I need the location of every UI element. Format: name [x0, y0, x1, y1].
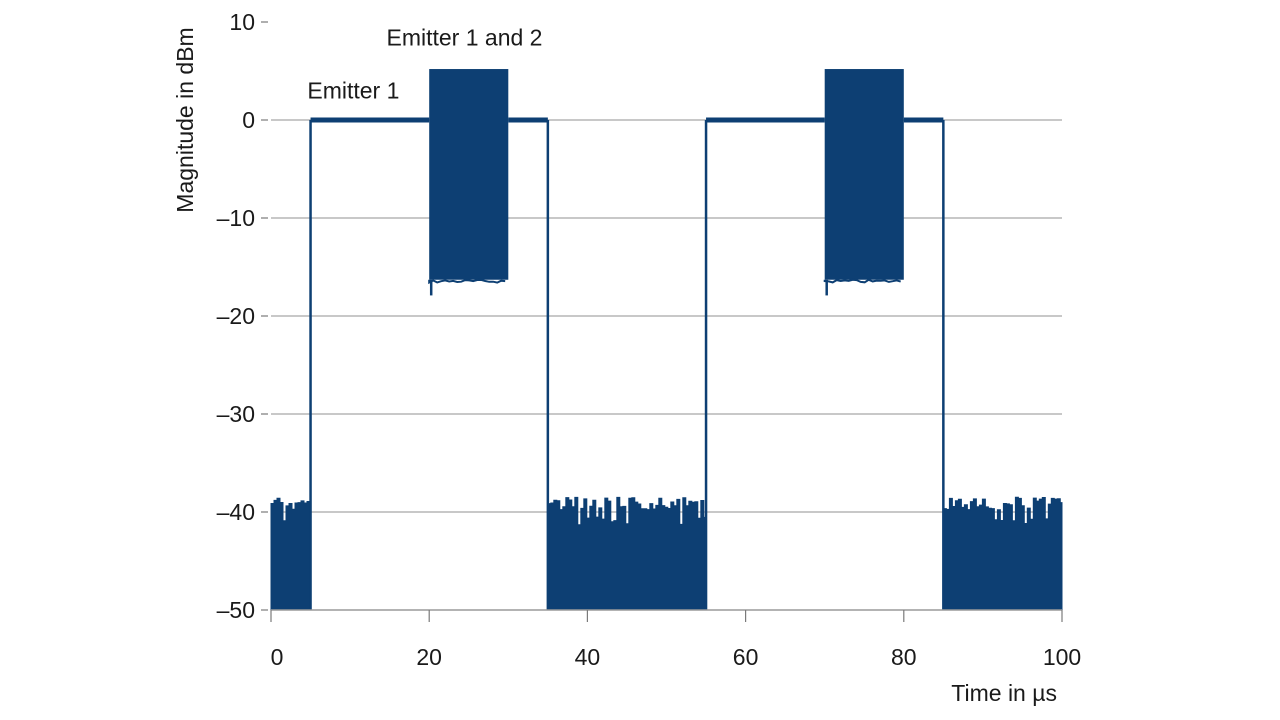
x-tick-label: 80 — [891, 644, 917, 670]
axes — [261, 21, 1063, 622]
x-tick-label: 40 — [575, 644, 601, 670]
noise-floor-block — [270, 497, 312, 611]
band-edge — [428, 278, 506, 285]
tick-labels: 100–10–20–30–40–500 20 40 60 80 100 — [217, 9, 1082, 670]
annotation-label: Emitter 1 and 2 — [386, 25, 542, 51]
noise-floor-block — [942, 496, 1063, 611]
x-tick-label: 60 — [733, 644, 759, 670]
emitter-1-level — [903, 117, 944, 123]
emitter-1-level — [508, 117, 548, 123]
emitter-1-and-2-band — [429, 69, 509, 280]
y-tick-label: –20 — [217, 303, 255, 329]
y-tick-label: 0 — [242, 107, 255, 133]
y-axis-title: Magnitude in dBm — [172, 27, 198, 212]
emitter-1-and-2-band — [824, 69, 904, 280]
y-tick-label: –10 — [217, 205, 255, 231]
y-tick-label: –40 — [217, 499, 255, 525]
band-edge — [823, 278, 901, 284]
emitter-1-level — [706, 117, 825, 123]
annotation-label: Emitter 1 — [307, 77, 399, 103]
noise-floor-block — [547, 496, 707, 611]
y-tick-label: 10 — [229, 9, 255, 35]
x-axis-title: Time in µs — [951, 680, 1057, 706]
x-tick-label: 100 — [1043, 644, 1081, 670]
emitter-1-level — [310, 117, 430, 123]
signal-trace — [270, 69, 1063, 611]
y-tick-label: –50 — [217, 597, 255, 623]
x-tick-label: 0 — [271, 644, 284, 670]
x-tick-label: 20 — [416, 644, 442, 670]
annotations: Emitter 1 Emitter 1 and 2 — [307, 25, 542, 104]
y-tick-label: –30 — [217, 401, 255, 427]
